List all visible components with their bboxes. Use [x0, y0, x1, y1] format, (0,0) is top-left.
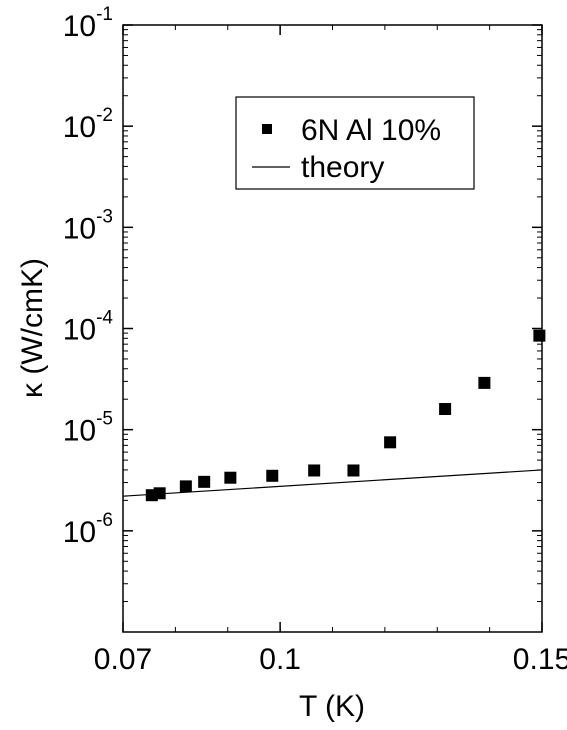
x-tick-label: 0.07	[94, 643, 152, 676]
data-point-6n-al	[533, 329, 546, 342]
y-tick-label: 10-5	[63, 409, 113, 448]
theory-line	[122, 469, 543, 497]
data-point-6n-al	[347, 464, 360, 477]
data-point-6n-al	[224, 471, 237, 484]
data-point-6n-al	[439, 403, 452, 416]
data-point-6n-al	[308, 464, 321, 477]
legend-marker-6n-al	[262, 124, 272, 134]
data-point-6n-al	[179, 480, 192, 493]
y-tick-label: 10-1	[63, 4, 113, 43]
y-tick-label: 10-3	[63, 206, 113, 245]
data-point-6n-al	[478, 376, 491, 389]
y-tick-label: 10-6	[63, 510, 113, 549]
legend-label-6n-al: 6N Al 10%	[301, 114, 441, 147]
y-tick-label: 10-2	[63, 105, 113, 144]
y-tick-label: 10-4	[63, 308, 114, 347]
x-tick-label: 0.15	[513, 643, 567, 676]
legend-label-theory: theory	[301, 151, 384, 184]
y-axis-ticks: 10-6 10-5 10-4 10-3 10-2 10-1	[63, 4, 542, 603]
data-point-6n-al	[198, 475, 211, 488]
data-point-6n-al	[384, 436, 397, 449]
data-point-6n-al	[266, 469, 279, 482]
legend: 6N Al 10% theory	[235, 96, 475, 190]
y-axis-title: κ (W/cmK)	[16, 258, 49, 398]
series-layer	[122, 329, 546, 502]
x-axis-title: T (K)	[299, 690, 365, 723]
x-tick-label: 0.1	[259, 643, 301, 676]
x-axis-ticks: 0.07 0.1 0.15	[94, 25, 567, 676]
legend-box	[235, 96, 475, 190]
